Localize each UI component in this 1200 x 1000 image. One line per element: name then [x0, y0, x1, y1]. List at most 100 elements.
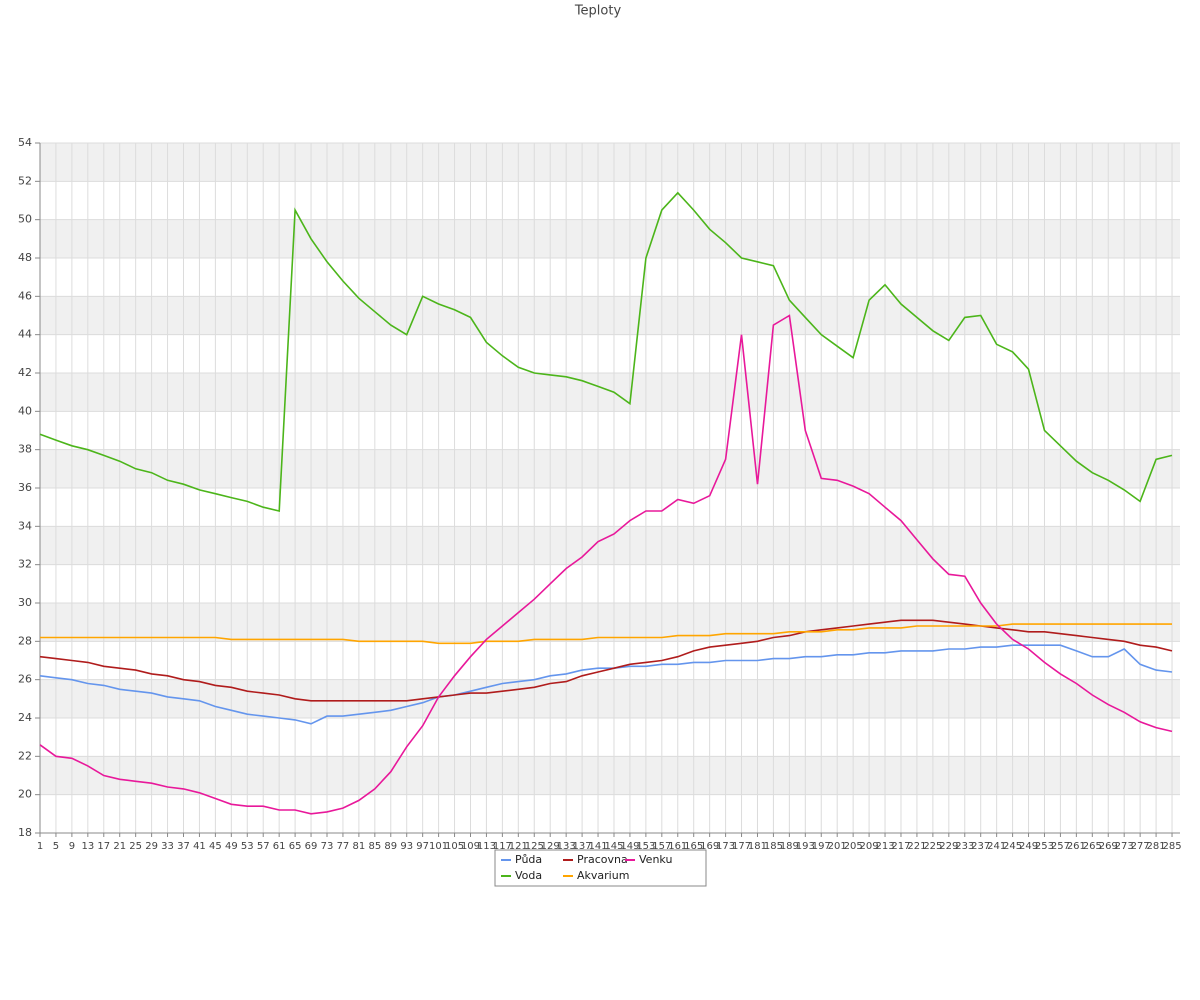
x-tick-label: 93	[400, 841, 413, 852]
x-tick-label: 113	[477, 841, 496, 852]
x-tick-label: 73	[321, 841, 334, 852]
x-tick-label: 173	[716, 841, 735, 852]
x-tick-label: 77	[337, 841, 350, 852]
x-tick-label: 97	[416, 841, 429, 852]
grid-band	[40, 373, 1180, 412]
y-tick-label: 38	[18, 443, 32, 456]
x-tick-label: 145	[604, 841, 623, 852]
grid-band	[40, 296, 1180, 335]
x-tick-label: 229	[939, 841, 958, 852]
x-tick-label: 253	[1035, 841, 1054, 852]
x-tick-label: 33	[161, 841, 174, 852]
x-tick-label: 117	[493, 841, 512, 852]
x-tick-label: 25	[129, 841, 142, 852]
x-tick-label: 5	[53, 841, 59, 852]
legend-label: Pracovna	[577, 853, 628, 866]
x-tick-label: 129	[541, 841, 560, 852]
x-tick-label: 221	[907, 841, 926, 852]
legend-label: Akvarium	[577, 869, 629, 882]
x-tick-label: 61	[273, 841, 286, 852]
y-tick-label: 28	[18, 634, 32, 647]
x-tick-label: 125	[525, 841, 544, 852]
grid-band	[40, 449, 1180, 488]
y-tick-label: 34	[18, 519, 32, 532]
grid-band	[40, 219, 1180, 258]
chart-title: Teploty	[574, 4, 622, 19]
y-tick-label: 18	[18, 826, 32, 839]
x-tick-label: 137	[573, 841, 592, 852]
grid-band	[40, 603, 1180, 642]
x-tick-label: 169	[700, 841, 719, 852]
x-tick-label: 185	[764, 841, 783, 852]
x-tick-label: 41	[193, 841, 206, 852]
y-tick-label: 44	[18, 328, 32, 341]
x-tick-label: 101	[429, 841, 448, 852]
y-tick-label: 30	[18, 596, 32, 609]
y-tick-label: 24	[18, 711, 32, 724]
x-tick-label: 181	[748, 841, 767, 852]
x-tick-label: 37	[177, 841, 190, 852]
y-tick-label: 46	[18, 289, 32, 302]
x-tick-label: 233	[955, 841, 974, 852]
x-tick-label: 141	[588, 841, 607, 852]
x-tick-label: 161	[668, 841, 687, 852]
legend-label: Voda	[515, 869, 542, 882]
grid-band	[40, 143, 1180, 182]
x-tick-label: 69	[305, 841, 318, 852]
x-tick-label: 245	[1003, 841, 1022, 852]
y-tick-label: 42	[18, 366, 32, 379]
x-tick-label: 53	[241, 841, 254, 852]
x-tick-label: 193	[796, 841, 815, 852]
y-tick-label: 40	[18, 404, 32, 417]
x-tick-label: 1	[37, 841, 43, 852]
y-tick-label: 20	[18, 788, 32, 801]
y-tick-label: 50	[18, 213, 32, 226]
x-tick-label: 241	[987, 841, 1006, 852]
series-line	[39, 644, 1173, 725]
series-line	[40, 623, 1172, 645]
x-tick-label: 197	[812, 841, 831, 852]
x-tick-label: 29	[145, 841, 158, 852]
y-tick-label: 22	[18, 749, 32, 762]
y-tick-label: 26	[18, 673, 32, 686]
x-tick-label: 153	[636, 841, 655, 852]
x-tick-label: 257	[1051, 841, 1070, 852]
x-tick-label: 201	[828, 841, 847, 852]
x-tick-label: 65	[289, 841, 302, 852]
x-tick-label: 249	[1019, 841, 1038, 852]
grid-band	[40, 526, 1180, 565]
legend-label: Půda	[515, 853, 542, 866]
x-tick-label: 17	[97, 841, 110, 852]
x-tick-label: 189	[780, 841, 799, 852]
grid-band	[40, 756, 1180, 795]
x-tick-label: 237	[971, 841, 990, 852]
x-tick-label: 21	[113, 841, 126, 852]
x-tick-label: 165	[684, 841, 703, 852]
x-tick-label: 121	[509, 841, 528, 852]
series-line	[39, 191, 1173, 512]
y-tick-label: 52	[18, 174, 32, 187]
x-tick-label: 281	[1147, 841, 1166, 852]
x-tick-label: 273	[1115, 841, 1134, 852]
y-tick-label: 32	[18, 558, 32, 571]
x-tick-label: 177	[732, 841, 751, 852]
x-tick-label: 89	[384, 841, 397, 852]
x-tick-label: 285	[1162, 841, 1181, 852]
x-tick-label: 261	[1067, 841, 1086, 852]
legend-box	[494, 849, 707, 887]
x-tick-label: 157	[652, 841, 671, 852]
x-tick-label: 205	[844, 841, 863, 852]
x-tick-label: 149	[620, 841, 639, 852]
x-tick-label: 81	[353, 841, 366, 852]
series-line	[39, 314, 1173, 815]
legend-label: Venku	[639, 853, 672, 866]
x-tick-label: 9	[69, 841, 75, 852]
x-tick-label: 49	[225, 841, 238, 852]
x-tick-label: 209	[860, 841, 879, 852]
x-tick-label: 277	[1131, 841, 1150, 852]
x-tick-label: 225	[923, 841, 942, 852]
x-tick-label: 85	[368, 841, 381, 852]
x-tick-label: 13	[81, 841, 94, 852]
x-tick-label: 105	[445, 841, 464, 852]
x-tick-label: 133	[557, 841, 576, 852]
